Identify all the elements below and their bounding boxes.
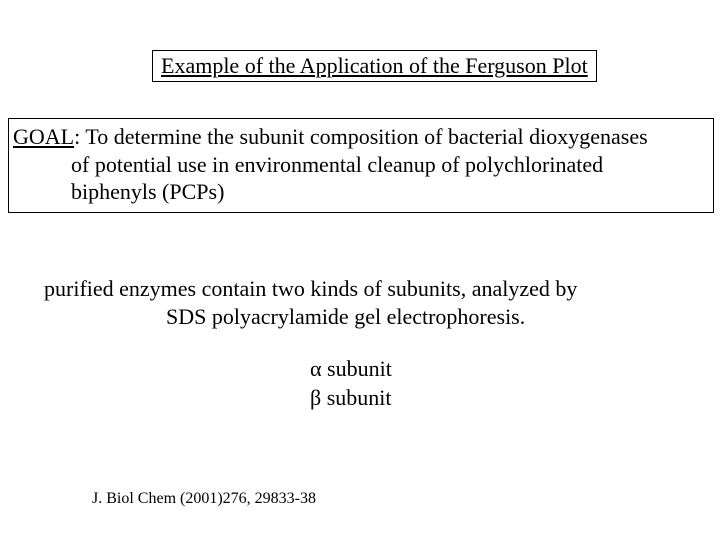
- citation: J. Biol Chem (2001)276, 29833-38: [92, 490, 316, 508]
- citation-text: J. Biol Chem (2001)276, 29833-38: [92, 490, 316, 507]
- body-line1: purified enzymes contain two kinds of su…: [44, 276, 577, 301]
- alpha-icon: α: [310, 356, 322, 381]
- goal-line3: biphenyls (PCPs): [13, 178, 707, 206]
- slide-title: Example of the Application of the Fergus…: [152, 50, 597, 82]
- goal-label: GOAL: [13, 124, 74, 149]
- alpha-subunit-row: α subunit: [310, 355, 392, 384]
- goal-box: GOAL: To determine the subunit compositi…: [8, 118, 714, 213]
- goal-line2: of potential use in environmental cleanu…: [13, 151, 707, 179]
- body-line2: SDS polyacrylamide gel electrophoresis.: [44, 303, 684, 331]
- beta-label: subunit: [321, 385, 391, 410]
- title-text: Example of the Application of the Fergus…: [161, 53, 588, 78]
- subunit-list: α subunit β subunit: [310, 355, 392, 412]
- goal-line1: : To determine the subunit composition o…: [74, 124, 648, 149]
- alpha-label: subunit: [322, 356, 392, 381]
- body-text: purified enzymes contain two kinds of su…: [44, 275, 684, 330]
- beta-icon: β: [310, 385, 321, 410]
- beta-subunit-row: β subunit: [310, 384, 392, 413]
